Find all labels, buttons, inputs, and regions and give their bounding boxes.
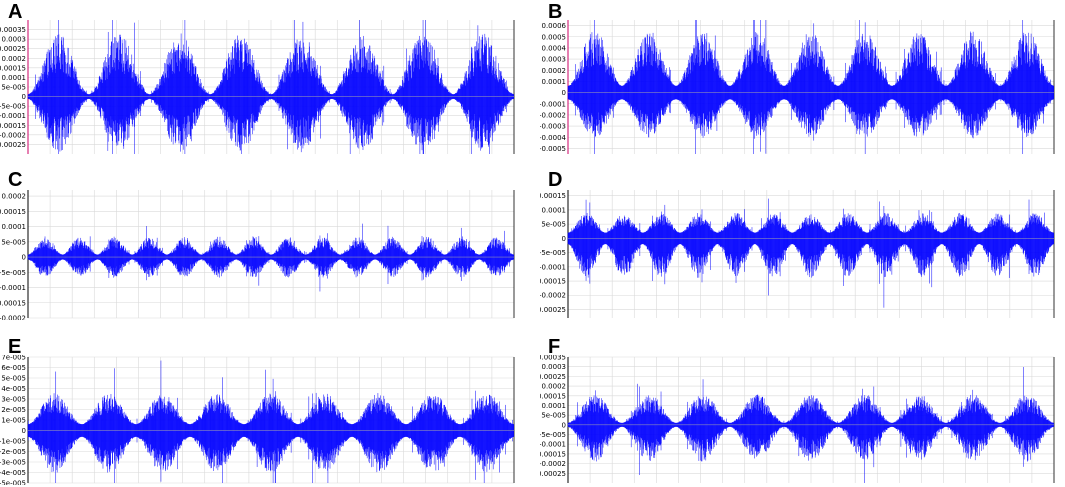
panel-letter-a: A	[8, 1, 23, 23]
y-tick-label: 0.00015	[540, 192, 566, 200]
panel-letter-b: B	[548, 1, 563, 23]
y-tick-label: -1e-005	[0, 438, 26, 446]
y-tick-label: -0.0002	[540, 460, 566, 468]
panel-letter-f: F	[548, 336, 561, 358]
y-tick-label: 0.0002	[2, 55, 27, 63]
y-tick-label: 6e-005	[1, 364, 26, 372]
y-tick-label: -4e-005	[0, 469, 26, 477]
y-tick-label: 1e-005	[1, 417, 26, 425]
y-tick-label: -0.0001	[0, 284, 26, 292]
y-tick-label: -2e-005	[0, 448, 26, 456]
y-tick-label: 0.0001	[542, 78, 567, 86]
y-tick-label: -5e-005	[540, 431, 566, 439]
y-tick-label: 0.0005	[542, 33, 567, 41]
y-tick-label: 0	[562, 235, 566, 243]
chart-panel-e: 7e-005 6e-005 5e-005 4e-005 3e-005 2e-005 1e-0…	[0, 355, 515, 486]
y-tick-label: -0.0001	[540, 100, 566, 108]
panel-letter-c: C	[8, 169, 23, 191]
y-tick-label: 0.0001	[542, 206, 567, 214]
y-tick-label: 3e-005	[1, 396, 26, 404]
y-tick-label: 0	[22, 254, 26, 262]
y-tick-label: 0.00035	[540, 355, 566, 362]
y-tick-label: 0.0004	[542, 44, 567, 52]
y-tick-label: 2e-005	[1, 406, 26, 414]
y-tick-label: 0	[22, 427, 26, 435]
y-tick-label: 0	[22, 93, 26, 101]
y-tick-label: -0.0002	[0, 131, 26, 139]
y-tick-label: -0.0001	[540, 263, 566, 271]
y-tick-label: 0.00015	[0, 208, 26, 216]
panel-letter-e: E	[8, 336, 22, 358]
y-tick-label: 0.0002	[542, 67, 567, 75]
y-tick-label: 5e-005	[541, 221, 566, 229]
y-tick-label: -0.0004	[540, 134, 567, 142]
y-tick-label: -0.0002	[0, 315, 26, 321]
y-tick-label: -0.00015	[0, 299, 26, 307]
y-tick-label: 0.00025	[540, 373, 566, 381]
y-tick-label: 0.0001	[2, 223, 27, 231]
y-tick-label: 0.0003	[2, 36, 27, 44]
y-tick-label: 0	[562, 89, 566, 97]
y-tick-label: 5e-005	[541, 412, 566, 420]
chart-panel-b: 0.0006 0.0005 0.0004 0.0003 0.0002 0.0001 0 -0.…	[540, 20, 1055, 154]
y-tick-label: 0.0002	[2, 193, 27, 201]
y-tick-label: 0	[562, 421, 566, 429]
y-tick-label: -5e-005	[540, 249, 566, 257]
y-tick-label: 4e-005	[1, 385, 26, 393]
y-tick-label: -0.00025	[540, 470, 566, 478]
y-tick-label: 5e-005	[1, 84, 26, 92]
y-tick-label: 5e-005	[1, 238, 26, 246]
y-tick-label: 0.00025	[0, 45, 26, 53]
y-tick-label: -0.00025	[540, 306, 566, 314]
y-tick-label: -0.0005	[540, 145, 566, 153]
y-tick-label: -0.0001	[540, 441, 566, 449]
y-tick-label: 0.00035	[0, 26, 26, 34]
y-tick-label: 5e-005	[1, 375, 26, 383]
y-tick-label: -5e-005	[0, 103, 26, 111]
chart-panel-d: 0.00015 0.0001 5e-005 0 -5e-005 -0.0001 -0.000…	[540, 190, 1055, 318]
y-tick-label: -0.00015	[540, 450, 566, 458]
y-tick-label: 0.00015	[540, 392, 566, 400]
y-tick-label: 0.0003	[542, 56, 567, 64]
y-tick-label: 0.0001	[542, 402, 567, 410]
y-tick-label: -0.00015	[540, 278, 566, 286]
y-tick-label: -5e-005	[0, 480, 26, 486]
chart-panel-c: 0.0002 0.00015 0.0001 5e-005 0 -5e-005 -0.0001…	[0, 190, 515, 321]
y-tick-label: -0.00015	[0, 122, 26, 130]
y-tick-label: -0.0001	[0, 112, 26, 120]
y-tick-label: 0.0003	[542, 363, 567, 371]
y-tick-label: -0.0002	[540, 111, 566, 119]
y-tick-label: -0.0002	[540, 292, 566, 300]
y-tick-label: -0.00025	[0, 141, 26, 149]
y-tick-label: 0.0002	[542, 383, 567, 391]
y-tick-label: 7e-005	[1, 355, 26, 362]
y-tick-label: -0.0003	[540, 123, 566, 131]
y-tick-label: -5e-005	[0, 269, 26, 277]
y-tick-label: 0.0001	[2, 74, 27, 82]
y-tick-label: 0.0006	[542, 22, 567, 30]
y-tick-label: 0.00015	[0, 64, 26, 72]
y-tick-label: -3e-005	[0, 459, 26, 467]
panel-letter-d: D	[548, 169, 563, 191]
